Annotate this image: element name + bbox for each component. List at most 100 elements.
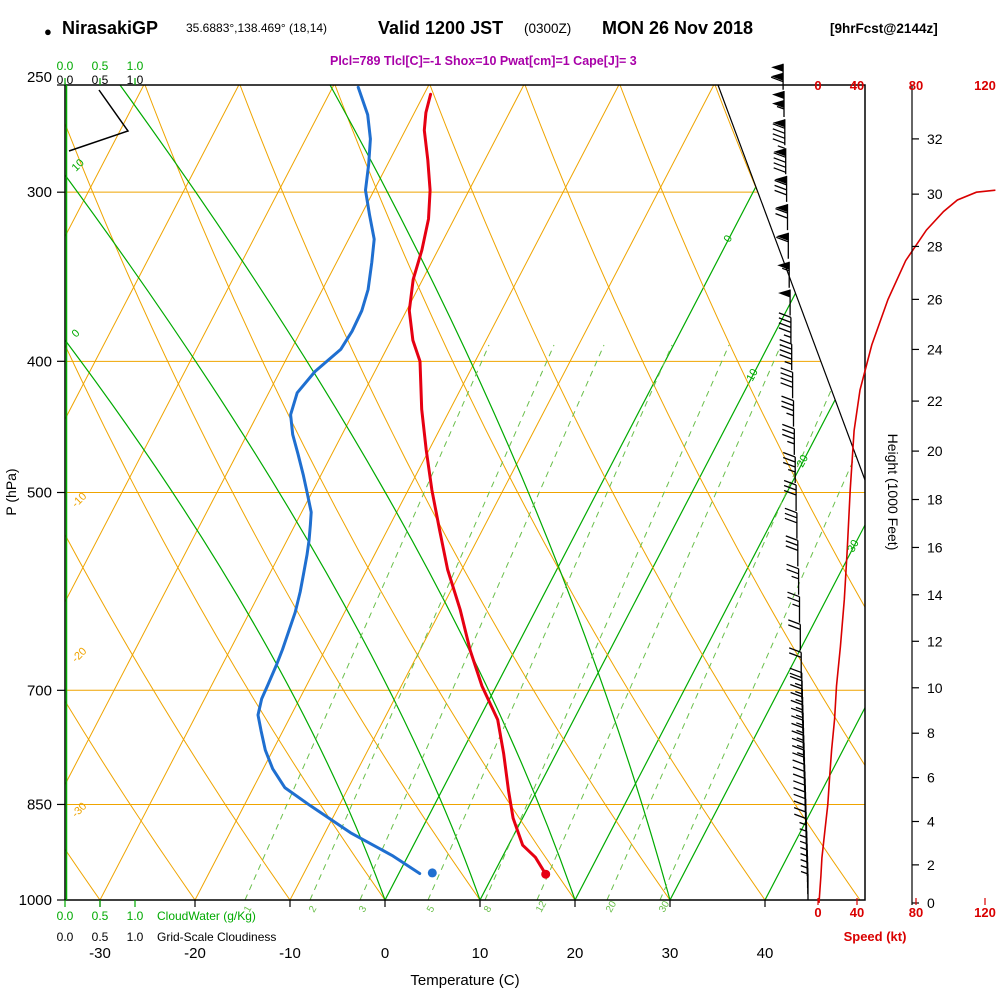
speed-tick-label-top: 120 — [974, 78, 996, 93]
wind-barb — [772, 91, 785, 117]
forecast-tag: [9hrFcst@2144z] — [830, 21, 938, 36]
dry-adiabat-line — [905, 85, 1000, 900]
cloud-scale-label-bottom-black: 1.0 — [127, 930, 144, 944]
height-tick-label: 20 — [927, 443, 943, 459]
mixing-ratio-line — [484, 344, 730, 900]
mixing-ratio-line — [309, 344, 555, 900]
height-tick-label: 18 — [927, 492, 943, 508]
temperature-tick-label: 30 — [662, 945, 679, 962]
wind-barb — [780, 367, 794, 399]
adiabat-label: -10 — [70, 490, 90, 510]
pressure-tick-label: 1000 — [19, 892, 52, 909]
cloud-scale-label-bottom-green: 0.5 — [92, 909, 109, 923]
speed-tick-label-bottom: 0 — [814, 905, 821, 920]
height-tick-label: 6 — [927, 770, 935, 786]
mixing-ratio-line — [359, 344, 605, 900]
skew-boundary-line — [717, 84, 866, 481]
temperature-tick-label: -10 — [279, 945, 301, 962]
cloud-scale-label-top-green: 1.0 — [127, 59, 144, 73]
mixing-ratio-label: 2 — [307, 904, 320, 915]
speed-tick-label-top: 40 — [850, 78, 864, 93]
wind-barb — [779, 338, 793, 371]
pressure-tick-label: 700 — [27, 682, 52, 699]
dry-adiabat-line — [65, 85, 291, 900]
speed-tick-label-top: 0 — [814, 78, 821, 93]
wind-barb — [782, 451, 796, 483]
wind-barb — [783, 479, 797, 511]
barb-flag — [776, 232, 789, 241]
isotherm-line — [65, 85, 240, 900]
isotherm-line-green — [574, 85, 865, 900]
mixing-ratio-line — [427, 344, 673, 900]
temperature-axis-title: Temperature (C) — [410, 972, 519, 989]
moist-adiabat-line — [329, 85, 671, 900]
height-axis-title: Height (1000 Feet) — [885, 434, 901, 551]
speed-tick-label-bottom: 80 — [909, 905, 923, 920]
wind-barb — [776, 232, 789, 259]
cloud-scale-label-top-green: 0.5 — [92, 59, 109, 73]
barb-staff — [785, 535, 799, 567]
height-tick-label: 28 — [927, 238, 943, 254]
adiabat-label: -20 — [70, 645, 90, 665]
isotherm-line — [194, 85, 620, 900]
pressure-tick-label: 500 — [27, 485, 52, 502]
wind-barb — [781, 395, 795, 427]
speed-tick-label-bottom: 40 — [850, 905, 864, 920]
mixing-ratio-label: 1 — [242, 904, 255, 915]
barb-staff — [781, 261, 790, 288]
speed-tick-label-top: 80 — [909, 78, 923, 93]
height-tick-label: 24 — [927, 341, 943, 357]
barb-staff — [770, 63, 784, 90]
pressure-tick-label: 300 — [27, 184, 52, 201]
wind-barb — [775, 204, 789, 231]
pressure-tick-label: 250 — [27, 69, 52, 86]
moist-adiabat-line — [119, 85, 576, 900]
barb-staff — [781, 395, 795, 427]
valid-date: MON 26 Nov 2018 — [602, 18, 754, 38]
cloud-scale-label-bottom-green: 1.0 — [127, 909, 144, 923]
isotherm-line — [289, 85, 715, 900]
mixing-ratio-label: 8 — [482, 904, 495, 915]
dry-adiabat-line — [65, 85, 386, 900]
barb-flag — [771, 72, 784, 81]
temperature-tick-label: 10 — [472, 945, 489, 962]
sounding-curves — [256, 85, 548, 876]
moist-adiabat-line — [65, 339, 386, 900]
adiabat-label: 0 — [70, 327, 83, 340]
isotherm-label: 30 — [845, 538, 861, 554]
mixing-ratio-label: 30 — [657, 899, 672, 915]
cloud-scale-label-top-green: 0.0 — [57, 59, 74, 73]
barb-staff — [782, 451, 796, 483]
cloud-scale-label-bottom-green: 0.0 — [57, 909, 74, 923]
isotherm-line — [99, 85, 525, 900]
height-tick-label: 26 — [927, 291, 943, 307]
wind-barb — [778, 312, 792, 344]
valid-time: Valid 1200 JST — [378, 18, 504, 38]
top-left-barb-glyph — [68, 89, 130, 152]
station-coords: 35.6883°,138.469° (18,14) — [186, 21, 328, 35]
moist-adiabat-line — [65, 174, 481, 900]
barb-staff — [792, 759, 806, 791]
isotherm-line — [65, 85, 430, 900]
speed-tick-label-bottom: 120 — [974, 905, 996, 920]
barb-staff — [787, 591, 801, 623]
barb-flag — [771, 63, 784, 72]
stability-indices: Plcl=789 Tlcl[C]=-1 Shox=10 Pwat[cm]=1 C… — [330, 54, 637, 68]
wind-barb — [774, 175, 788, 202]
barb-staff — [788, 619, 801, 651]
dry-adiabat-line — [144, 85, 576, 900]
wind-barb — [788, 619, 801, 651]
height-tick-label: 22 — [927, 393, 943, 409]
station-bullet-icon: ● — [44, 24, 52, 39]
barb-staff — [776, 232, 789, 259]
dry-adiabat-line — [524, 85, 865, 900]
isotherm-label: 10 — [744, 367, 760, 383]
barb-staff — [788, 647, 802, 679]
height-tick-label: 30 — [927, 186, 943, 202]
barb-flag — [772, 91, 784, 99]
isotherm-line — [65, 85, 145, 900]
isotherm-label: 0 — [722, 233, 735, 244]
station-name: NirasakiGP — [62, 18, 159, 38]
